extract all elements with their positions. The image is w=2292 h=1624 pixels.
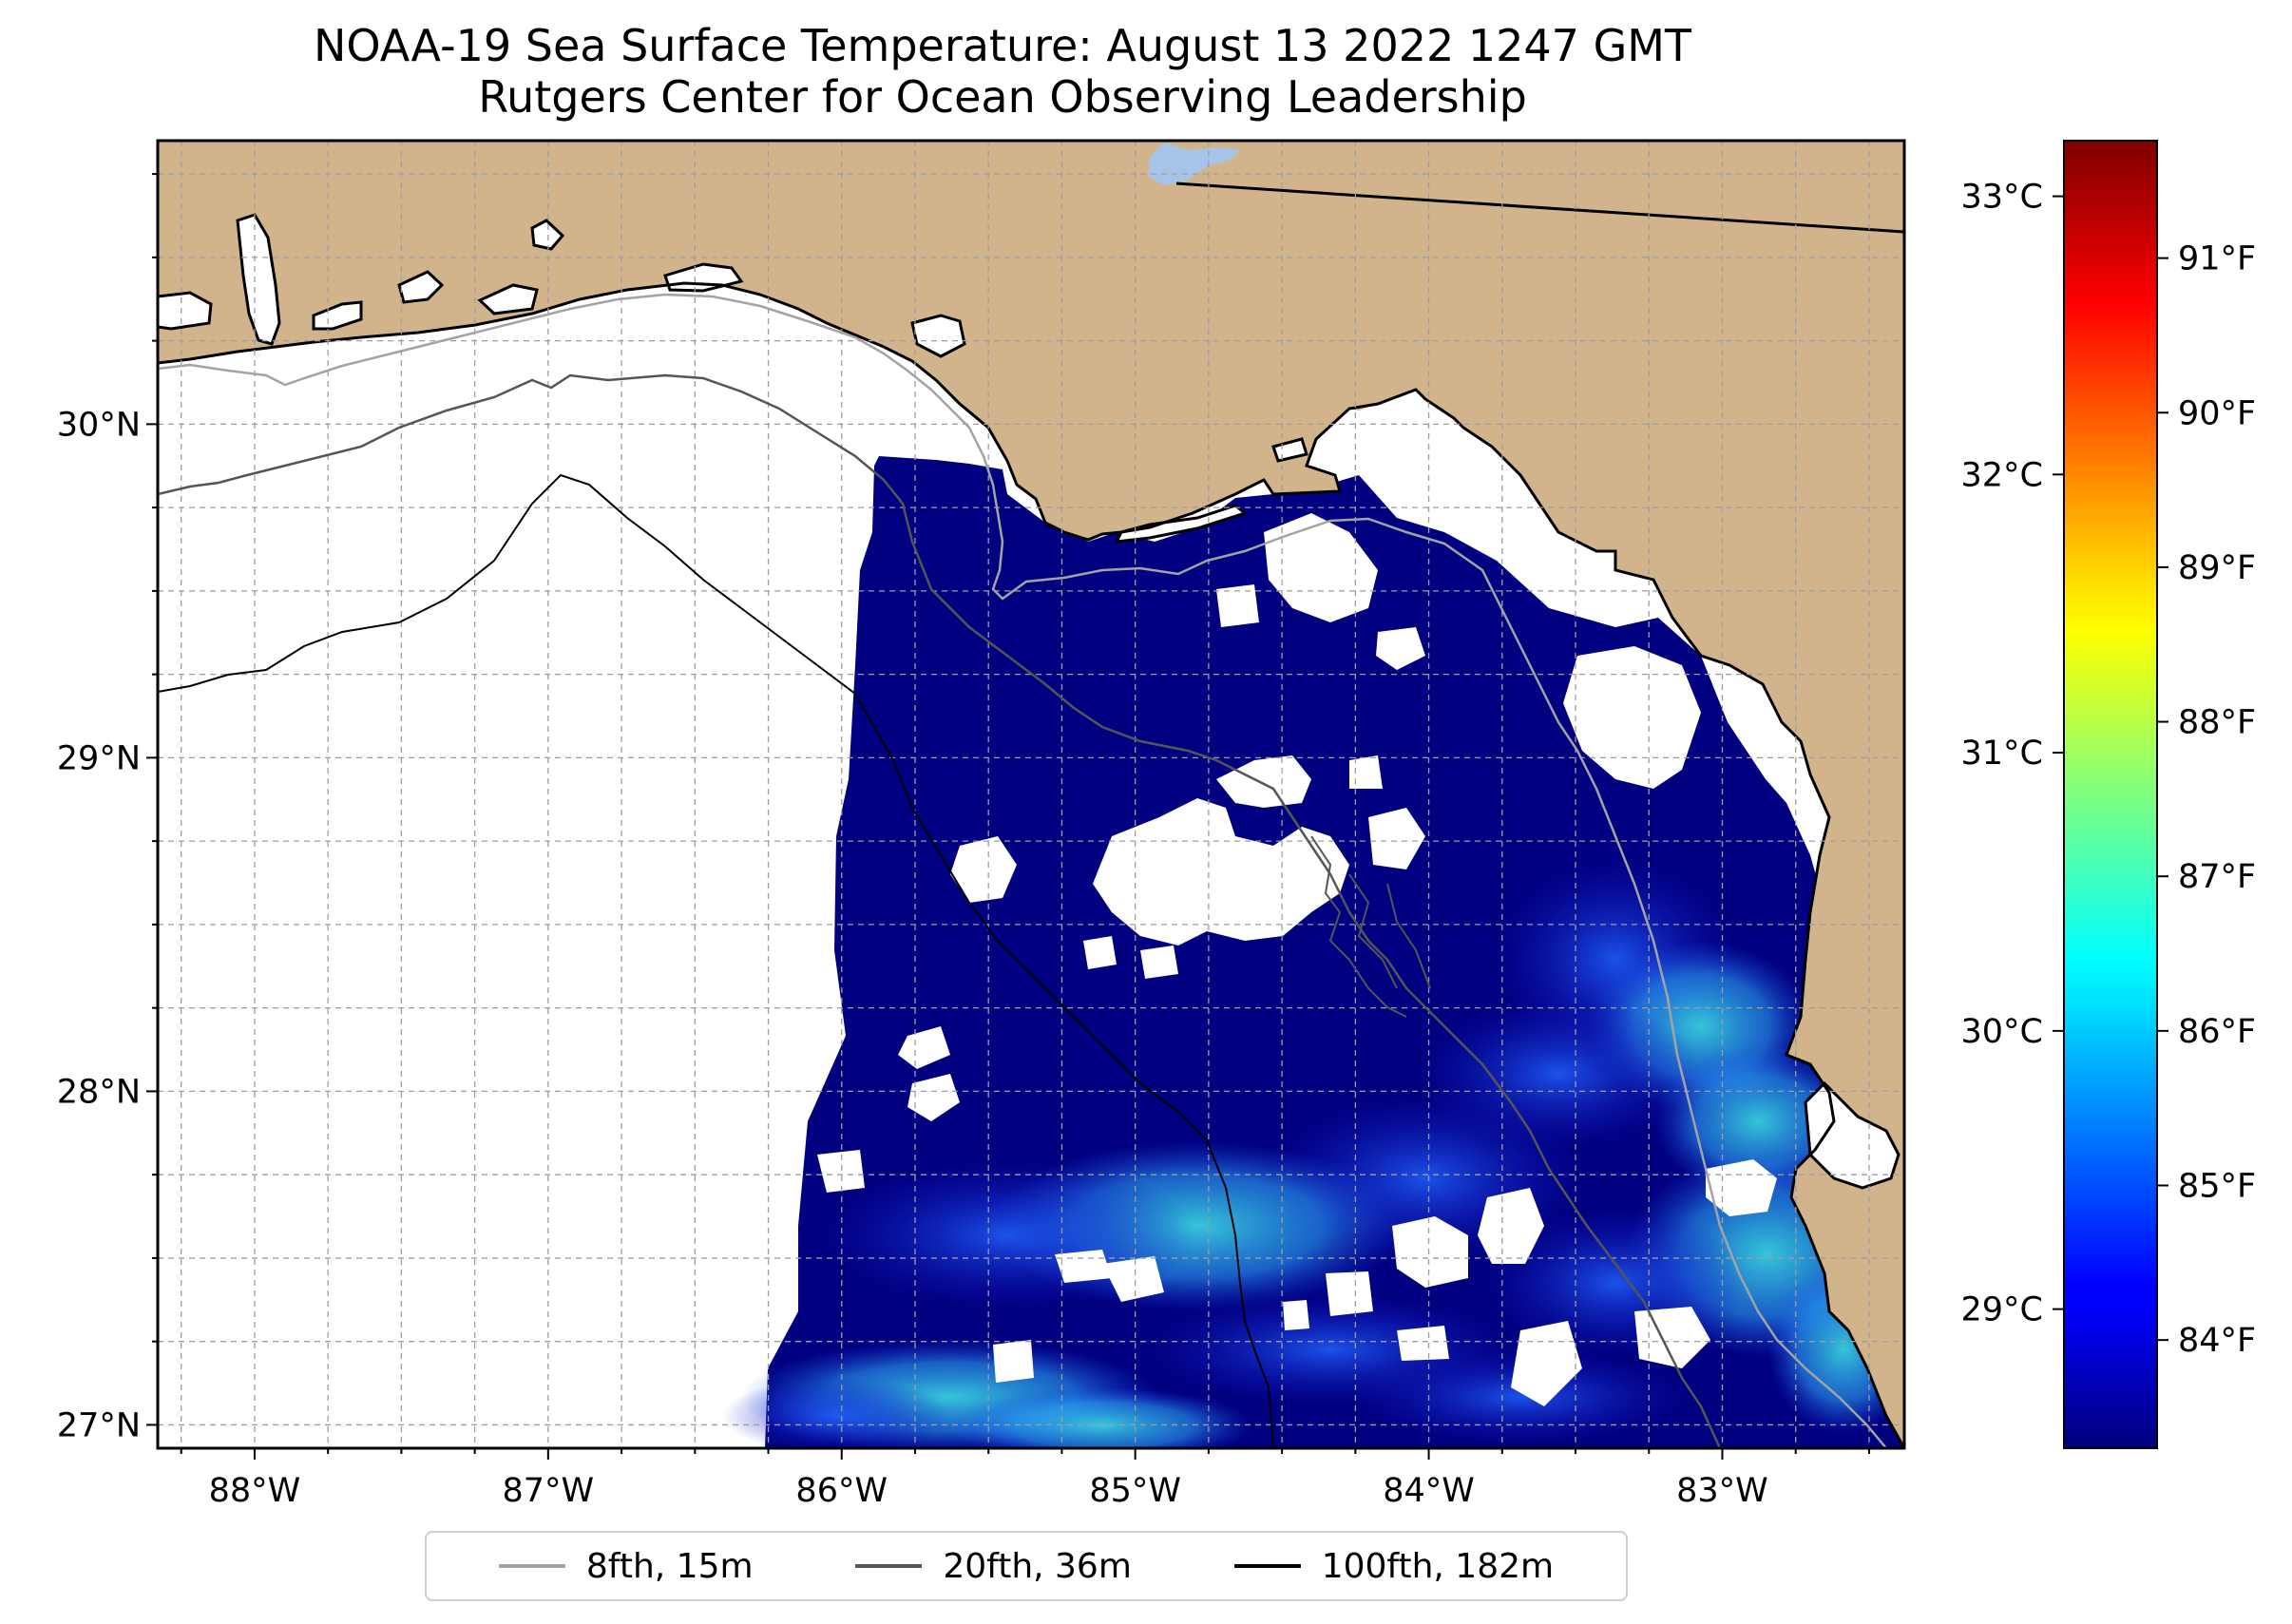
fahrenheit-tick-label: 85°F (2178, 1167, 2256, 1205)
lon-tick-label: 88°W (209, 1472, 301, 1510)
coastline (158, 281, 1904, 1448)
lon-tick-label: 85°W (1089, 1472, 1181, 1510)
lat-tick-label: 28°N (57, 1073, 141, 1111)
contour-20fth-detail (1310, 835, 1431, 1018)
celsius-tick-label: 29°C (1961, 1291, 2043, 1329)
lat-tick-label: 27°N (57, 1406, 141, 1444)
celsius-tick-label: 30°C (1961, 1013, 2043, 1051)
map-panel (158, 141, 1904, 1448)
lon-tick-label: 87°W (503, 1472, 595, 1510)
celsius-tick-label: 32°C (1961, 456, 2043, 494)
map-frame (156, 139, 1906, 1450)
state-border (1175, 182, 1904, 234)
lon-tick-label: 86°W (795, 1472, 888, 1510)
colorbar-axes: 29°C 30°C 31°C 32°C 33°C 84°F 85°F 86°F 87°F 88°F… (1961, 179, 2257, 1361)
cloud-gaps (817, 513, 1777, 1406)
colorbar (2063, 140, 2158, 1449)
celsius-tick-label: 31°C (1961, 735, 2043, 773)
map-axes: 88°W 87°W 86°W 85°W 84°W 83°W 27°N 28°N 29°N 30°N (57, 173, 1870, 1510)
legend-item-100fth: 100fth, 182m (1233, 1546, 1555, 1586)
map-subtitle: Rutgers Center for Ocean Observing Leade… (478, 71, 1527, 123)
fahrenheit-tick-label: 91°F (2178, 240, 2256, 278)
legend-item-20fth: 20fth, 36m (855, 1547, 1132, 1586)
lon-tick-label: 83°W (1676, 1472, 1768, 1510)
map-title: NOAA-19 Sea Surface Temperature: August … (314, 20, 1692, 71)
legend-swatch-20fth (855, 1564, 923, 1568)
fahrenheit-tick-label: 88°F (2178, 704, 2256, 742)
lat-tick-label: 29°N (57, 739, 141, 777)
contour-20fth (158, 373, 1722, 1448)
fahrenheit-tick-label: 89°F (2178, 549, 2256, 587)
contour-legend: 8fth, 15m 20fth, 36m 100fth, 182m (425, 1531, 1628, 1601)
lon-tick-label: 84°W (1383, 1472, 1475, 1510)
gridlines (158, 141, 1904, 1448)
legend-item-8fth: 8fth, 15m (498, 1546, 754, 1586)
lake (1148, 143, 1240, 185)
legend-swatch-100fth (1233, 1564, 1301, 1568)
contour-100fth (158, 473, 1274, 1448)
land-mass (158, 141, 1904, 1448)
legend-label-20fth: 20fth, 36m (943, 1546, 1132, 1586)
fahrenheit-tick-label: 84°F (2178, 1322, 2256, 1360)
fahrenheit-tick-label: 87°F (2178, 858, 2256, 896)
fahrenheit-tick-label: 86°F (2178, 1013, 2256, 1051)
celsius-tick-label: 33°C (1961, 179, 2043, 217)
contour-8fth (158, 293, 1887, 1448)
legend-swatch-8fth (498, 1564, 565, 1568)
legend-label-8fth: 8fth, 15m (585, 1546, 754, 1586)
legend-label-100fth: 100fth, 182m (1321, 1546, 1555, 1586)
fahrenheit-tick-label: 90°F (2178, 394, 2256, 432)
lat-tick-label: 30°N (57, 406, 141, 444)
